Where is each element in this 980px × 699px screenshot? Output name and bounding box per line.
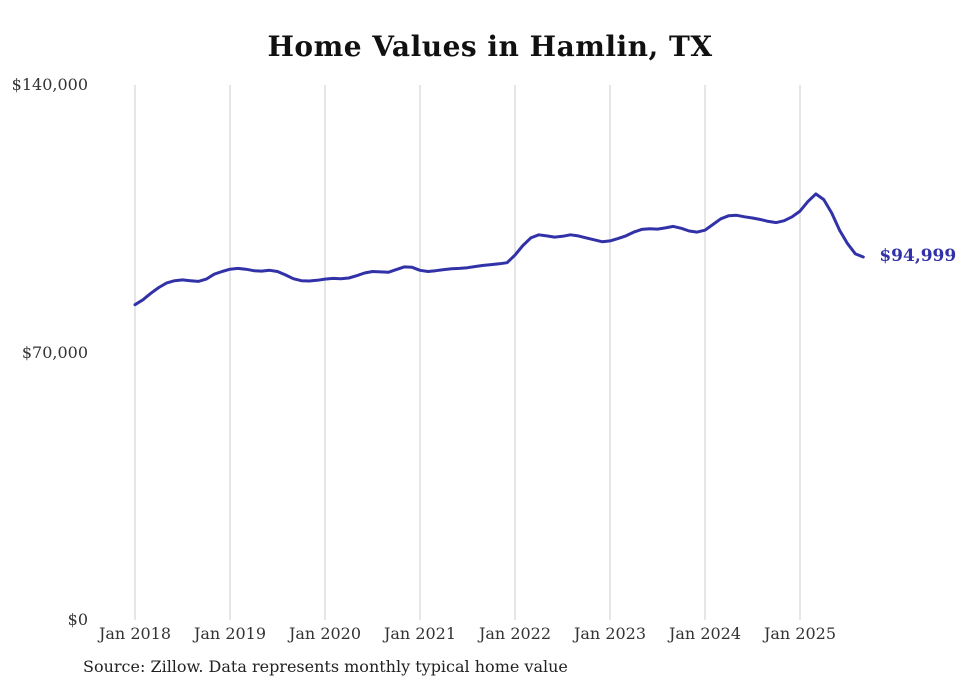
current-value-label: $94,999: [879, 245, 957, 266]
value-line: [133, 192, 865, 307]
source-note: Source: Zillow. Data represents monthly …: [83, 657, 568, 676]
chart-title: Home Values in Hamlin, TX: [267, 30, 713, 63]
